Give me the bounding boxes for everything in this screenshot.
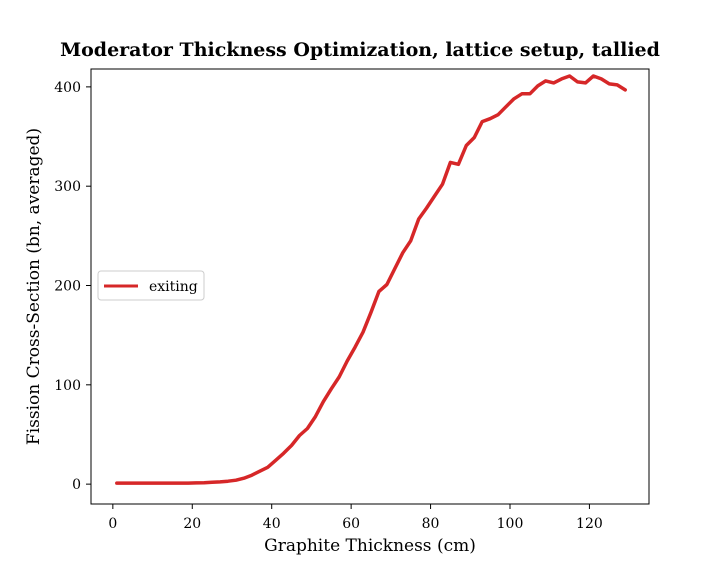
chart-title: Moderator Thickness Optimization, lattic…: [60, 39, 660, 61]
x-tick-label: 100: [497, 516, 524, 532]
y-tick-label: 200: [54, 279, 81, 295]
y-tick-label: 400: [54, 80, 81, 96]
x-tick-label: 20: [183, 516, 201, 532]
plot-area: [90, 68, 650, 505]
y-tick-label: 300: [54, 179, 81, 195]
x-tick-label: 0: [108, 516, 117, 532]
series-layer: [115, 74, 627, 485]
legend-label: exiting: [149, 279, 198, 295]
x-tick-label: 80: [422, 516, 440, 532]
legend-box: [97, 270, 205, 301]
x-tick-label: 40: [263, 516, 281, 532]
y-tick-label: 100: [54, 378, 81, 394]
x-tick-label: 120: [576, 516, 603, 532]
y-axis-ticks: 0 100 200 300 400: [54, 80, 91, 493]
legend: exiting: [97, 270, 205, 301]
x-axis-ticks: 0 20 40 60 80 100 120: [108, 504, 603, 532]
y-axis-label: Fission Cross-Section (bn, averaged): [24, 128, 44, 445]
x-axis-label: Graphite Thickness (cm): [264, 536, 476, 556]
x-tick-label: 60: [342, 516, 360, 532]
y-tick-label: 0: [72, 477, 81, 493]
series-line-exiting: [115, 74, 627, 485]
